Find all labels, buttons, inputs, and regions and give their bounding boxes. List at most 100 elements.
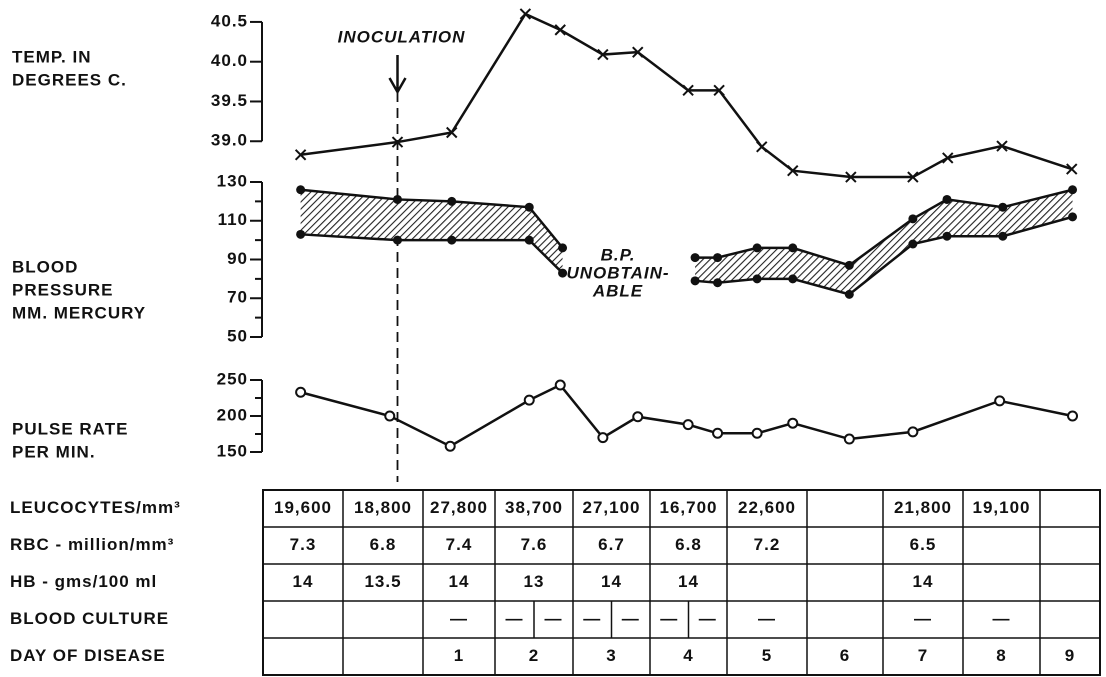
point — [713, 253, 723, 263]
point — [788, 274, 798, 284]
y-tick-label: 39.0 — [211, 131, 248, 150]
y-tick-label: 90 — [227, 249, 248, 268]
point — [907, 171, 919, 183]
cell: 6.8 — [675, 535, 702, 554]
point — [519, 8, 532, 20]
cell: — — [583, 609, 601, 628]
bp-band — [695, 189, 1073, 295]
row-label: LEUCOCYTES/mm³ — [10, 498, 181, 517]
point — [524, 235, 534, 245]
point — [558, 268, 568, 278]
point — [752, 243, 762, 253]
y-tick-label: 130 — [217, 171, 248, 190]
point — [558, 243, 568, 253]
point — [296, 185, 306, 195]
cell: 7.3 — [290, 535, 317, 554]
cell: 38,700 — [505, 498, 563, 517]
point — [444, 440, 456, 452]
arrow — [388, 55, 407, 95]
row-label: RBC - million/mm³ — [10, 535, 174, 554]
cell: 13 — [524, 572, 545, 591]
row-label: DAY OF DISEASE — [10, 646, 166, 665]
y-tick-label: 110 — [218, 210, 248, 229]
cell: — — [914, 609, 932, 628]
point — [942, 152, 954, 164]
cell: — — [993, 609, 1011, 628]
point — [447, 196, 457, 206]
point — [296, 229, 306, 239]
point — [996, 140, 1008, 152]
cell: 5 — [762, 646, 772, 665]
y-axis-label: TEMP. IN — [12, 47, 91, 66]
point — [998, 202, 1008, 212]
bp-band — [300, 189, 563, 274]
cell: 9 — [1065, 646, 1075, 665]
cell: 27,800 — [430, 498, 488, 517]
cell: 7.4 — [446, 535, 473, 554]
cell: 14 — [913, 572, 934, 591]
point — [690, 276, 700, 286]
cell: — — [758, 609, 776, 628]
cell: 14 — [601, 572, 622, 591]
annotation: UNOBTAIN- — [566, 263, 669, 282]
cell: 7.2 — [754, 535, 781, 554]
point — [843, 433, 855, 445]
point — [632, 411, 644, 423]
cell: 18,800 — [354, 498, 412, 517]
cell: 21,800 — [894, 498, 952, 517]
point — [844, 289, 854, 299]
point — [788, 243, 798, 253]
point — [787, 164, 799, 177]
point — [690, 253, 700, 263]
cell: 6 — [840, 646, 850, 665]
point — [845, 171, 857, 183]
point — [632, 46, 644, 58]
point — [787, 417, 799, 429]
cell: 22,600 — [738, 498, 796, 517]
cell: 16,700 — [660, 498, 718, 517]
cell: 27,100 — [583, 498, 641, 517]
cell: — — [699, 609, 717, 628]
line — [300, 383, 1073, 448]
point — [447, 235, 457, 245]
row-label: BLOOD CULTURE — [10, 609, 169, 628]
point — [908, 214, 918, 224]
point — [554, 24, 566, 36]
cell: — — [545, 609, 563, 628]
point — [524, 202, 534, 212]
point — [907, 426, 919, 438]
cell: 6.8 — [370, 535, 397, 554]
y-axis-label: DEGREES C. — [12, 70, 127, 89]
y-tick-label: 40.5 — [211, 11, 248, 30]
point — [523, 394, 535, 406]
point — [682, 419, 694, 431]
point — [446, 126, 458, 139]
annotation: ABLE — [592, 281, 643, 300]
y-axis-label: PRESSURE — [12, 280, 114, 299]
point — [712, 427, 724, 439]
y-tick-label: 70 — [227, 288, 248, 307]
point — [1068, 212, 1078, 222]
table-border — [262, 489, 1101, 676]
cell: 13.5 — [364, 572, 401, 591]
y-tick-label: 200 — [217, 405, 248, 424]
cell: 19,100 — [973, 498, 1031, 517]
point — [751, 427, 763, 439]
point — [294, 149, 307, 161]
point — [554, 379, 566, 391]
point — [713, 278, 723, 288]
annotation: B.P. — [601, 245, 636, 264]
y-tick-label: 39.5 — [211, 91, 248, 110]
y-axis-label: MM. MERCURY — [12, 303, 146, 322]
point — [994, 395, 1006, 407]
cell: 6.5 — [910, 535, 937, 554]
cell: — — [506, 609, 524, 628]
point — [295, 386, 307, 398]
point — [752, 274, 762, 284]
annotation: INOCULATION — [338, 27, 466, 46]
cell: 14 — [678, 572, 699, 591]
point — [942, 194, 952, 204]
y-tick-label: 250 — [217, 369, 248, 388]
cell: — — [450, 609, 468, 628]
